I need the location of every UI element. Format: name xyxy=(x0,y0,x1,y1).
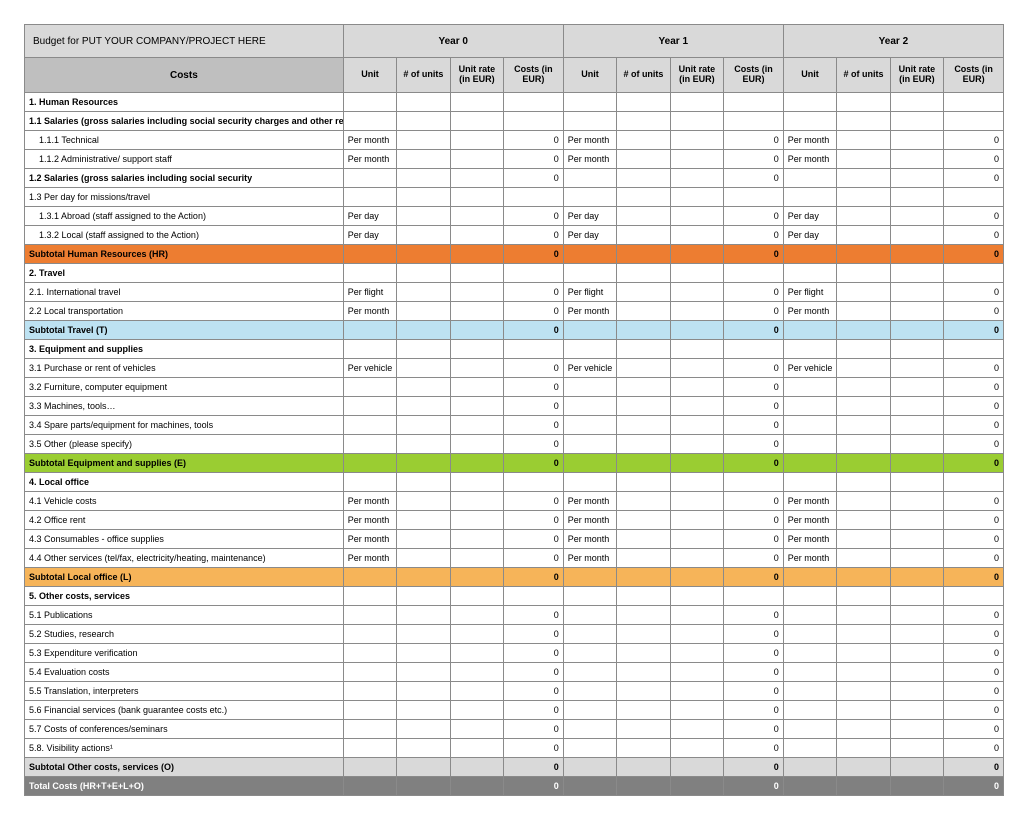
row-label: 4.3 Consumables - office supplies xyxy=(25,530,344,549)
budget-table: Budget for PUT YOUR COMPANY/PROJECT HERE… xyxy=(24,24,1004,796)
row-label: 1. Human Resources xyxy=(25,93,344,112)
row-label: 5.1 Publications xyxy=(25,606,344,625)
row-label: Subtotal Equipment and supplies (E) xyxy=(25,454,344,473)
row-label: 1.1 Salaries (gross salaries including s… xyxy=(25,112,344,131)
subtotal-hr: Subtotal Human Resources (HR)000 xyxy=(25,245,1004,264)
row-label: 1.3.1 Abroad (staff assigned to the Acti… xyxy=(25,207,344,226)
table-row: 5.5 Translation, interpreters000 xyxy=(25,682,1004,701)
y1-numunits: # of units xyxy=(617,58,670,93)
table-row: 5.4 Evaluation costs000 xyxy=(25,663,1004,682)
row-label: 3.5 Other (please specify) xyxy=(25,435,344,454)
subtotal-local: Subtotal Local office (L)000 xyxy=(25,568,1004,587)
table-row: 4.1 Vehicle costsPer month0Per month0Per… xyxy=(25,492,1004,511)
header-row-2: Costs Unit # of units Unit rate (in EUR)… xyxy=(25,58,1004,93)
table-row: 4.2 Office rentPer month0Per month0Per m… xyxy=(25,511,1004,530)
costs-header: Costs xyxy=(25,58,344,93)
row-label: Subtotal Travel (T) xyxy=(25,321,344,340)
table-row: 5.8. Visibility actions¹000 xyxy=(25,739,1004,758)
row-label: 1.3.2 Local (staff assigned to the Actio… xyxy=(25,226,344,245)
table-row: 1.1.1 TechnicalPer month0Per month0Per m… xyxy=(25,131,1004,150)
year-1-header: Year 1 xyxy=(563,25,783,58)
subtotal-travel: Subtotal Travel (T)000 xyxy=(25,321,1004,340)
cell-unit[interactable]: Per month xyxy=(563,131,616,150)
table-row: 1.3.1 Abroad (staff assigned to the Acti… xyxy=(25,207,1004,226)
subtotal-other: Subtotal Other costs, services (O)000 xyxy=(25,758,1004,777)
row-label: 4. Local office xyxy=(25,473,344,492)
row-label: Subtotal Other costs, services (O) xyxy=(25,758,344,777)
row-label: 5.6 Financial services (bank guarantee c… xyxy=(25,701,344,720)
cell-cost: 0 xyxy=(504,131,564,150)
y1-costs: Costs (in EUR) xyxy=(724,58,784,93)
row-label: 3. Equipment and supplies xyxy=(25,340,344,359)
row-label: 1.3 Per day for missions/travel xyxy=(25,188,344,207)
budget-title: Budget for PUT YOUR COMPANY/PROJECT HERE xyxy=(25,25,344,58)
row-label: 5.4 Evaluation costs xyxy=(25,663,344,682)
row-label: 5. Other costs, services xyxy=(25,587,344,606)
row-label: Subtotal Human Resources (HR) xyxy=(25,245,344,264)
table-row: 2.2 Local transportationPer month0Per mo… xyxy=(25,302,1004,321)
row-label: 5.8. Visibility actions¹ xyxy=(25,739,344,758)
y1-rate: Unit rate (in EUR) xyxy=(670,58,723,93)
table-row: 5.3 Expenditure verification000 xyxy=(25,644,1004,663)
table-row: 1. Human Resources xyxy=(25,93,1004,112)
y0-numunits: # of units xyxy=(397,58,450,93)
table-row: 5.1 Publications000 xyxy=(25,606,1004,625)
row-label: 3.4 Spare parts/equipment for machines, … xyxy=(25,416,344,435)
y0-rate: Unit rate (in EUR) xyxy=(450,58,503,93)
row-label: 3.2 Furniture, computer equipment xyxy=(25,378,344,397)
row-label: 1.1.2 Administrative/ support staff xyxy=(25,150,344,169)
table-row: 1.2 Salaries (gross salaries including s… xyxy=(25,169,1004,188)
y0-unit: Unit xyxy=(343,58,396,93)
row-label: 4.2 Office rent xyxy=(25,511,344,530)
y2-rate: Unit rate (in EUR) xyxy=(890,58,943,93)
year-2-header: Year 2 xyxy=(783,25,1003,58)
table-row: 3. Equipment and supplies xyxy=(25,340,1004,359)
cell-unit[interactable]: Per month xyxy=(783,131,836,150)
cell-unit[interactable]: Per month xyxy=(343,131,396,150)
row-label: 5.5 Translation, interpreters xyxy=(25,682,344,701)
y2-unit: Unit xyxy=(783,58,836,93)
row-label: 5.2 Studies, research xyxy=(25,625,344,644)
table-row: 1.3 Per day for missions/travel xyxy=(25,188,1004,207)
table-row: 5. Other costs, services xyxy=(25,587,1004,606)
table-row: 5.2 Studies, research000 xyxy=(25,625,1004,644)
header-row-1: Budget for PUT YOUR COMPANY/PROJECT HERE… xyxy=(25,25,1004,58)
row-label: 5.7 Costs of conferences/seminars xyxy=(25,720,344,739)
row-label: 1.2 Salaries (gross salaries including s… xyxy=(25,169,344,188)
table-row: 4.4 Other services (tel/fax, electricity… xyxy=(25,549,1004,568)
total-row: Total Costs (HR+T+E+L+O)000 xyxy=(25,777,1004,796)
y1-unit: Unit xyxy=(563,58,616,93)
y2-costs: Costs (in EUR) xyxy=(944,58,1004,93)
row-label: 2. Travel xyxy=(25,264,344,283)
row-label: 3.3 Machines, tools… xyxy=(25,397,344,416)
row-label: Total Costs (HR+T+E+L+O) xyxy=(25,777,344,796)
row-label: 4.4 Other services (tel/fax, electricity… xyxy=(25,549,344,568)
table-row: 3.1 Purchase or rent of vehiclesPer vehi… xyxy=(25,359,1004,378)
table-row: 3.4 Spare parts/equipment for machines, … xyxy=(25,416,1004,435)
row-label: Subtotal Local office (L) xyxy=(25,568,344,587)
y0-costs: Costs (in EUR) xyxy=(504,58,564,93)
row-label: 4.1 Vehicle costs xyxy=(25,492,344,511)
table-row: 4. Local office xyxy=(25,473,1004,492)
y2-numunits: # of units xyxy=(837,58,890,93)
row-label: 1.1.1 Technical xyxy=(25,131,344,150)
row-label: 2.2 Local transportation xyxy=(25,302,344,321)
table-row: 2.1. International travelPer flight0Per … xyxy=(25,283,1004,302)
row-label: 5.3 Expenditure verification xyxy=(25,644,344,663)
subtotal-equipment: Subtotal Equipment and supplies (E)000 xyxy=(25,454,1004,473)
table-row: 5.6 Financial services (bank guarantee c… xyxy=(25,701,1004,720)
table-row: 1.1.2 Administrative/ support staffPer m… xyxy=(25,150,1004,169)
row-label: 3.1 Purchase or rent of vehicles xyxy=(25,359,344,378)
table-row: 4.3 Consumables - office suppliesPer mon… xyxy=(25,530,1004,549)
table-row: 3.2 Furniture, computer equipment000 xyxy=(25,378,1004,397)
year-0-header: Year 0 xyxy=(343,25,563,58)
row-label: 2.1. International travel xyxy=(25,283,344,302)
table-row: 3.3 Machines, tools…000 xyxy=(25,397,1004,416)
table-row: 2. Travel xyxy=(25,264,1004,283)
table-row: 1.3.2 Local (staff assigned to the Actio… xyxy=(25,226,1004,245)
table-row: 5.7 Costs of conferences/seminars000 xyxy=(25,720,1004,739)
table-row: 3.5 Other (please specify)000 xyxy=(25,435,1004,454)
table-row: 1.1 Salaries (gross salaries including s… xyxy=(25,112,1004,131)
